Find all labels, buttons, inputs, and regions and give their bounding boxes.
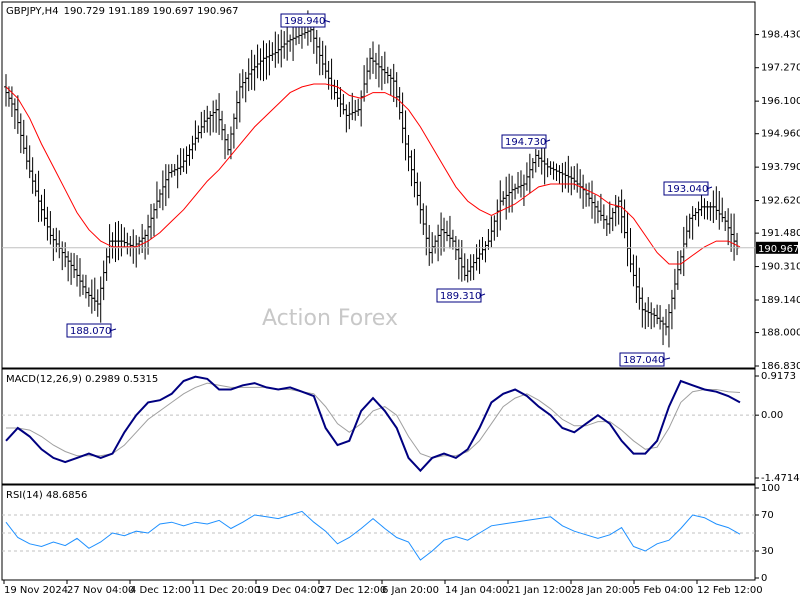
macd-panel[interactable]	[1, 368, 756, 485]
annotation-label: 194.730	[505, 137, 546, 148]
price-tick-label: 188.000	[761, 328, 800, 339]
macd-tick-label: 0.9173	[761, 371, 796, 382]
annotation-label: 189.310	[440, 291, 481, 302]
time-tick-label: 5 Feb 04:00	[634, 585, 693, 596]
rsi-tick-label: 30	[761, 546, 774, 557]
time-tick-label: 4 Dec 12:00	[130, 585, 191, 596]
price-annotations: 198.940 194.730 193.040 188.070 189.310 187.0…	[66, 13, 713, 367]
rsi-line-path	[5, 510, 741, 561]
price-tick-label: 192.620	[761, 196, 800, 207]
macd-axis: 0.9173 0.00 -1.4714	[755, 371, 800, 484]
time-tick-label: 28 Jan 20:00	[571, 585, 634, 596]
time-tick-label: 21 Jan 12:00	[508, 585, 571, 596]
time-tick-label: 27 Dec 12:00	[319, 585, 386, 596]
rsi-tick-label: 70	[761, 510, 774, 521]
rsi-panel[interactable]	[1, 484, 756, 581]
rsi-tick-label: 100	[761, 483, 780, 494]
annotation-label: 198.940	[284, 16, 325, 27]
annotation-leader	[707, 186, 713, 189]
price-tick-label: 186.830	[761, 361, 800, 372]
price-tick-label: 198.430	[761, 30, 800, 41]
price-tick-label: 191.480	[761, 228, 800, 239]
macd-title: MACD(12,26,9) 0.2989 0.5315	[6, 374, 158, 385]
rsi-line	[2, 510, 755, 561]
annotation-label: 193.040	[667, 184, 708, 195]
annotation-leader	[480, 293, 486, 296]
moving-average	[5, 83, 741, 265]
price-tick-label: 194.960	[761, 129, 800, 140]
last-price-box	[756, 241, 798, 254]
price-tick-label: 189.140	[761, 295, 800, 306]
time-tick-label: 11 Dec 20:00	[193, 585, 260, 596]
price-axis: 198.430 197.270 196.100 194.960 193.790 192.6…	[755, 30, 800, 372]
annotation-leader	[110, 328, 117, 331]
annotation-label: 188.070	[70, 326, 111, 337]
last-price-label: 190.967	[758, 244, 799, 255]
annotation-leader	[663, 357, 671, 360]
watermark: Action Forex	[262, 306, 398, 331]
macd-signal-line	[6, 382, 741, 459]
time-tick-label: 27 Nov 04:00	[67, 585, 134, 596]
price-tick-label: 196.100	[761, 96, 800, 107]
annotation-leader	[545, 139, 551, 142]
price-tick-label: 193.790	[761, 162, 800, 173]
macd-tick-label: -1.4714	[761, 473, 800, 484]
annotation-label: 187.040	[623, 355, 664, 366]
time-tick-label: 12 Feb 12:00	[697, 585, 763, 596]
time-tick-label: 19 Nov 2024	[4, 585, 68, 596]
price-tick-label: 190.310	[761, 262, 800, 273]
time-tick-label: 19 Dec 04:00	[256, 585, 323, 596]
rsi-title: RSI(14) 48.6856	[6, 490, 87, 501]
macd-lines	[2, 375, 755, 473]
rsi-axis: 100 70 30 0	[755, 483, 780, 584]
price-tick-label: 197.270	[761, 63, 800, 74]
annotation-leader	[324, 20, 331, 23]
macd-main-line	[5, 375, 741, 473]
chart-title: GBPJPY,H4 190.729 191.189 190.697 190.967	[6, 6, 239, 17]
time-tick-label: 14 Jan 04:00	[445, 585, 508, 596]
rsi-tick-label: 0	[761, 573, 767, 584]
time-tick-label: 6 Jan 20:00	[382, 585, 439, 596]
ma-line	[5, 83, 741, 265]
macd-tick-label: 0.00	[761, 410, 783, 421]
